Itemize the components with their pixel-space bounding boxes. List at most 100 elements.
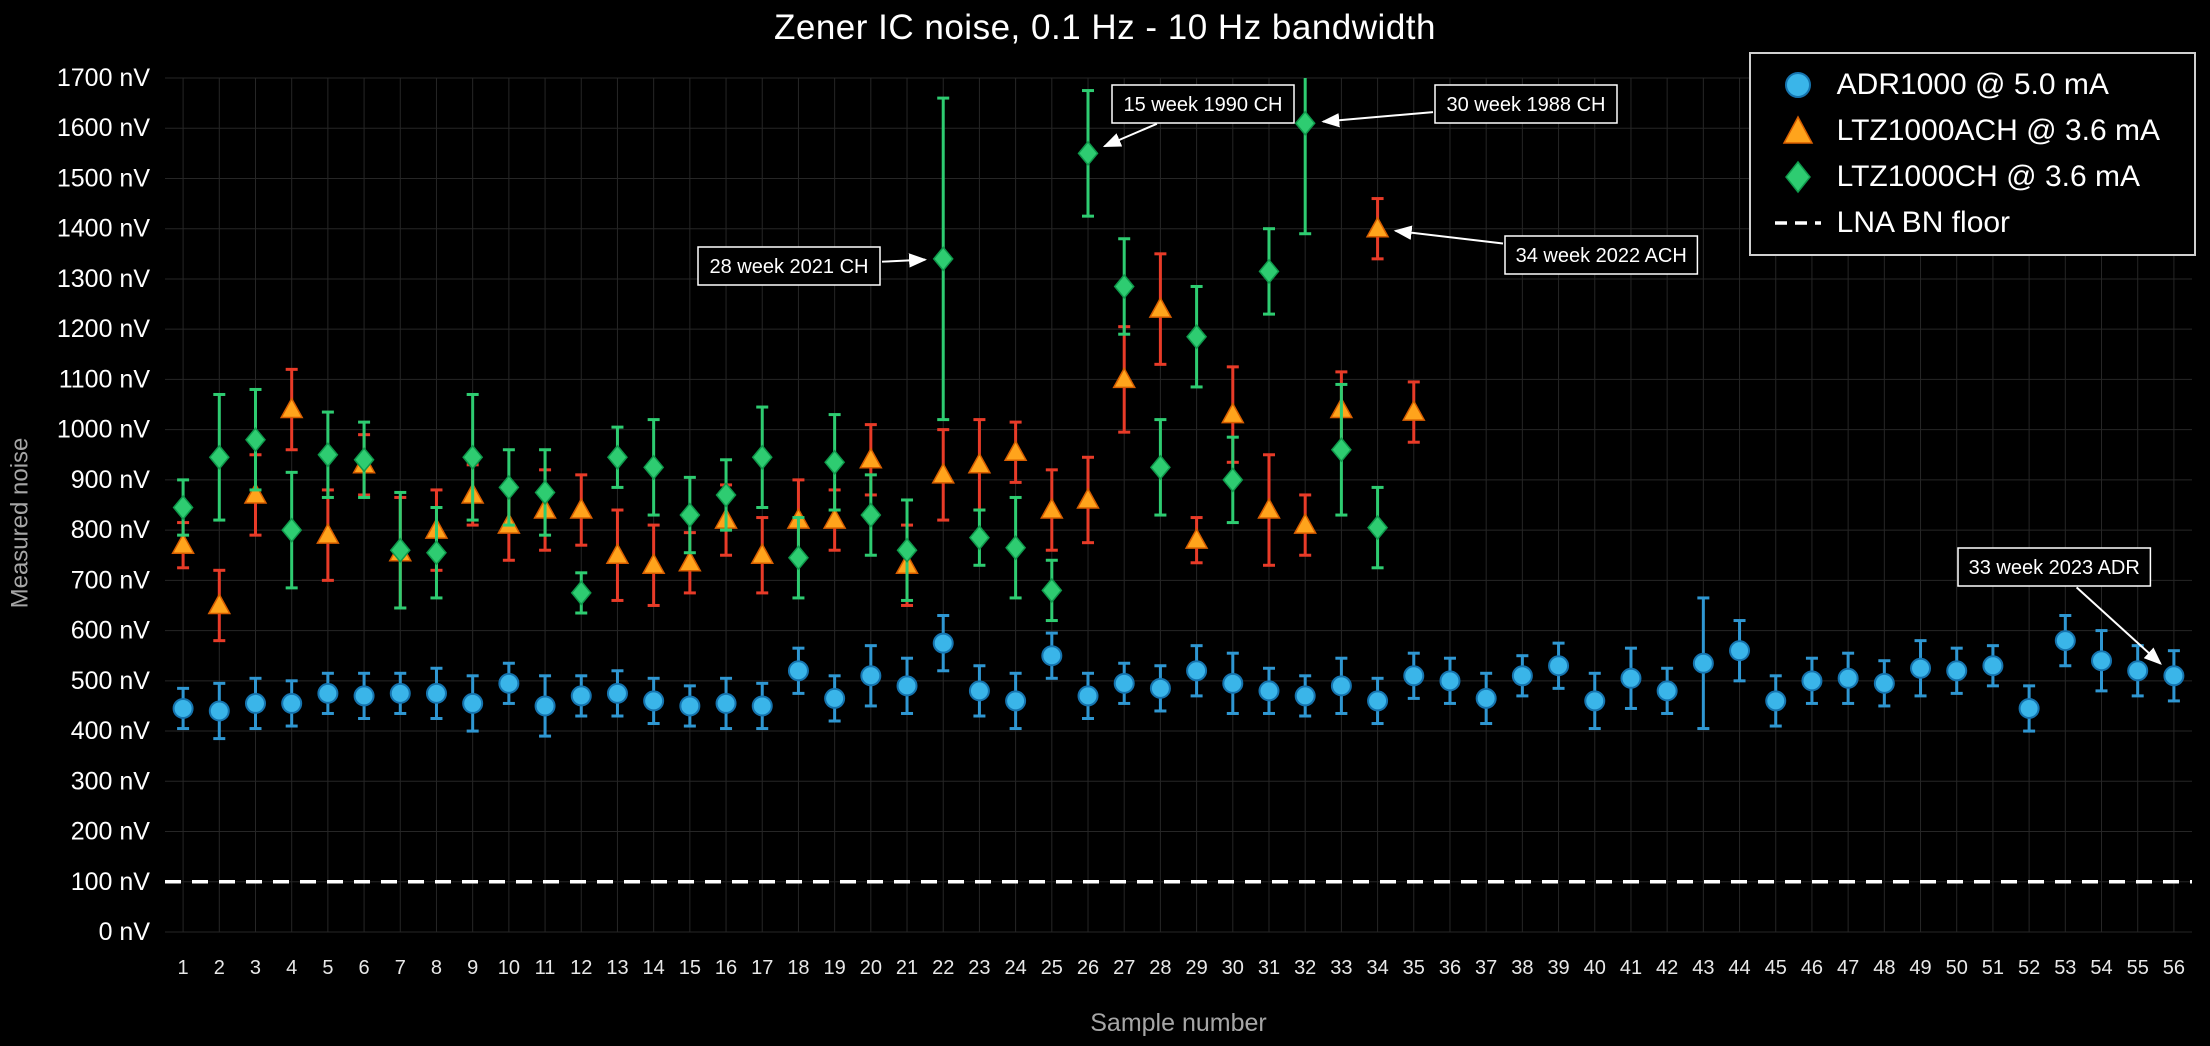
data-point (1294, 685, 1316, 707)
data-point (1511, 665, 1533, 687)
y-tick-label: 400 nV (71, 717, 151, 745)
data-point (172, 697, 194, 719)
legend-item: LTZ1000ACH @ 3.6 mA (1773, 114, 2160, 148)
legend-item: LNA BN floor (1773, 206, 2160, 240)
data-point (245, 427, 266, 453)
data-point (1148, 296, 1173, 318)
x-tick-label: 55 (2127, 957, 2149, 979)
data-point (896, 675, 918, 697)
data-point (787, 545, 809, 571)
data-point (462, 444, 484, 470)
data-point (1910, 657, 1932, 679)
data-point (281, 692, 303, 714)
data-point (715, 482, 737, 508)
data-point (1221, 402, 1245, 424)
data-point (353, 685, 375, 707)
x-tick-label: 38 (1511, 957, 1533, 979)
data-point (1076, 487, 1100, 509)
data-point (1222, 467, 1244, 493)
data-point (1837, 667, 1859, 689)
x-axis-title: Sample number (1090, 1009, 1267, 1037)
data-point (643, 454, 665, 481)
x-tick-label: 56 (2163, 957, 2185, 979)
x-tick-label: 5 (322, 957, 333, 979)
x-tick-label: 44 (1728, 957, 1750, 979)
data-point (426, 540, 447, 566)
dashed-line-icon (1773, 206, 1823, 240)
y-tick-label: 100 nV (71, 868, 151, 896)
data-point (643, 690, 665, 712)
data-point (1475, 687, 1497, 709)
data-point (860, 502, 882, 528)
annotation-box (1957, 547, 2152, 587)
data-point (1258, 258, 1280, 285)
data-point (1222, 672, 1244, 694)
data-point (569, 497, 594, 519)
data-point (1113, 672, 1135, 694)
data-point (824, 687, 846, 709)
data-point (208, 444, 230, 470)
x-tick-label: 32 (1294, 957, 1316, 979)
data-point (570, 685, 592, 707)
x-tick-label: 10 (498, 957, 520, 979)
x-tick-label: 24 (1004, 957, 1026, 979)
data-point (967, 452, 992, 474)
data-point (1149, 454, 1171, 481)
diamond-marker-icon (1773, 160, 1823, 194)
data-point (1620, 667, 1642, 689)
y-tick-label: 1200 nV (57, 315, 150, 343)
x-tick-label: 46 (1801, 957, 1823, 979)
data-point (1367, 514, 1389, 541)
x-tick-label: 20 (860, 957, 882, 979)
data-point (534, 479, 556, 506)
data-point (2054, 630, 2076, 652)
data-point (606, 444, 628, 470)
data-point (1801, 670, 1823, 692)
data-point (1041, 645, 1063, 667)
y-tick-label: 800 nV (71, 516, 151, 544)
x-tick-label: 43 (1692, 957, 1714, 979)
annotation-label: 33 week 2023 ADR (1969, 557, 2140, 579)
data-point (931, 462, 955, 484)
data-point (824, 449, 846, 475)
legend-label: LTZ1000ACH @ 3.6 mA (1836, 114, 2160, 147)
data-point (462, 692, 484, 714)
data-point (1330, 675, 1352, 697)
annotation-arrow (1102, 122, 1158, 148)
annotations: 28 week 2021 CH 15 week 1990 CH 30 week 19… (697, 84, 2162, 665)
x-tick-label: 22 (932, 957, 954, 979)
data-point (605, 542, 630, 564)
x-tick-label: 21 (896, 957, 918, 979)
tick-labels: 0 nV 100 nV 200 nV 300 nV 400 nV 500 nV 600 nV… (57, 64, 2185, 979)
triangle-marker-icon (1773, 114, 1823, 148)
data-point (932, 632, 954, 654)
data-point (1005, 535, 1027, 561)
x-tick-label: 35 (1403, 957, 1425, 979)
x-tick-label: 1 (178, 957, 189, 979)
data-point (317, 682, 339, 704)
data-point (1439, 670, 1461, 692)
data-point (243, 482, 268, 504)
x-tick-label: 29 (1185, 957, 1207, 979)
y-tick-label: 1600 nV (57, 114, 150, 142)
data-point (389, 682, 411, 704)
data-point (279, 397, 304, 419)
data-point (1584, 690, 1606, 712)
data-point (2163, 665, 2185, 687)
data-point (1729, 640, 1751, 662)
x-tick-label: 53 (2054, 957, 2076, 979)
data-point (1402, 399, 1426, 421)
annotation-arrow (881, 253, 928, 268)
data-point (1656, 680, 1678, 702)
y-tick-label: 200 nV (71, 818, 151, 846)
data-point (498, 672, 520, 694)
x-tick-label: 28 (1149, 957, 1171, 979)
x-tick-label: 9 (467, 957, 478, 979)
x-tick-label: 47 (1837, 957, 1859, 979)
data-point (1041, 577, 1063, 604)
y-tick-label: 1000 nV (57, 416, 150, 444)
x-tick-label: 19 (824, 957, 846, 979)
data-point (787, 660, 809, 682)
y-tick-label: 900 nV (71, 466, 151, 494)
data-point (1257, 497, 1281, 519)
